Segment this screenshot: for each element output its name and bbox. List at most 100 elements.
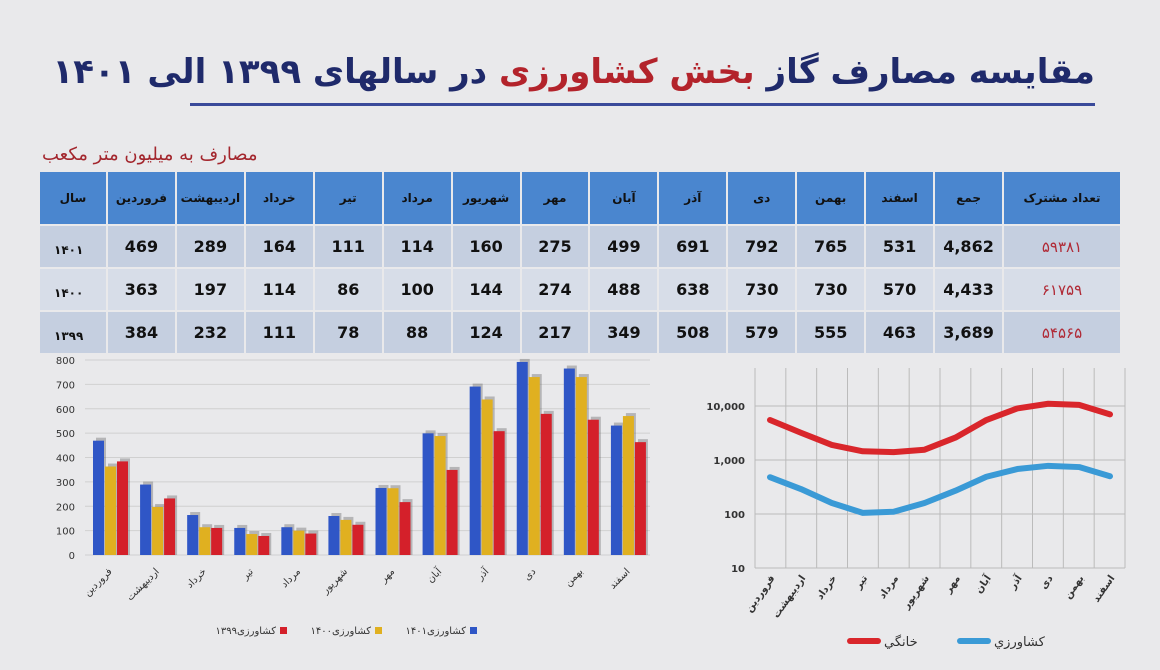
column-header: مرداد [383,172,451,224]
slide-title: مقایسه مصارف گاز بخش کشاورزی در سالهای ۱… [53,52,1095,92]
y-tick-label: 600 [56,405,75,416]
year-cell: ۱۴۰۰ [40,269,106,310]
title-highlight: بخش کشاورزی [498,52,755,92]
value-cell: 100 [383,269,451,310]
y-tick-label: 300 [56,478,75,489]
column-header: بهمن [797,172,865,224]
title-part: در سالهای ۱۳۹۹ الی ۱۴۰۱ [52,52,499,92]
bar [281,527,293,555]
value-cell: 289 [176,226,244,267]
bar [399,502,411,555]
value-cell: 349 [590,312,658,353]
bar [528,377,540,555]
bar [610,425,622,555]
legend-swatch [470,627,477,634]
x-tick-label: آذر [473,564,492,583]
bar [340,519,352,555]
column-header: اردیبهشت [176,172,244,224]
bar [622,416,634,555]
value-cell: 488 [590,269,658,310]
y-tick-label: 500 [56,429,75,440]
bar [575,377,587,555]
column-header: دی [728,172,796,224]
y-tick-label: 100 [56,527,75,538]
bar [105,466,116,555]
bar [540,413,552,555]
bar [117,461,128,555]
bar [328,516,340,555]
x-tick-label: فروردین [744,573,777,614]
value-cell: 570 [866,269,934,310]
y-tick-label: 10 [731,564,745,575]
value-cell: 765 [797,226,865,267]
y-tick-label: 100 [724,510,745,521]
x-tick-label: آذر [1005,572,1025,592]
bar [481,399,493,555]
bar [493,431,505,555]
column-header: تیر [314,172,382,224]
bar [352,524,364,555]
value-cell: 363 [108,269,175,310]
value-cell: 88 [383,312,451,353]
bar [211,527,223,555]
bar [516,361,528,555]
y-tick-label: 1,000 [713,456,745,467]
column-header: فروردین [108,172,175,224]
bar [422,433,434,555]
y-tick-label: 700 [56,380,75,391]
value-cell: 274 [521,269,589,310]
bar [152,506,164,555]
x-tick-label: بهمن [1063,573,1087,601]
bar [634,442,646,555]
value-cell: 730 [728,269,796,310]
column-header: مهر [521,172,589,224]
value-cell: 792 [728,226,796,267]
legend-label: كشاورزي [994,635,1046,650]
bar [164,498,176,555]
x-tick-label: اردیبهشت [125,566,162,603]
column-header: اسفند [866,172,934,224]
x-tick-label: فروردین [82,566,115,599]
x-tick-label: دی [1038,573,1055,591]
x-tick-label: اسفند [607,566,632,591]
value-cell: 114 [245,269,313,310]
y-tick-label: 800 [56,356,75,367]
title-underline [190,103,1095,106]
value-cell: 384 [108,312,175,353]
legend-swatch [375,627,382,634]
bar [293,530,305,555]
y-tick-label: 400 [56,454,75,465]
bar [234,527,246,555]
unit-label: مصارف به میلیون متر مکعب [42,144,258,165]
value-cell: 197 [176,269,244,310]
x-tick-label: مرداد [877,573,901,601]
x-tick-label: مهر [378,566,397,585]
value-cell: 144 [452,269,520,310]
x-tick-label: اسفند [1091,573,1117,604]
x-tick-label: بهمن [563,566,585,588]
legend-swatch [280,627,287,634]
value-cell: 4,862 [935,226,1002,267]
value-cell: 638 [659,269,727,310]
year-cell: ۱۳۹۹ [40,312,106,353]
bar [93,440,104,555]
x-tick-label: تیر [239,566,256,583]
column-header: سال [40,172,106,224]
column-header: شهریور [452,172,520,224]
bar [375,487,387,555]
bar [305,533,317,555]
line-series [767,400,1113,456]
bar [187,515,199,555]
legend-label: کشاورزی۱۴۰۱ [405,626,466,637]
line-series [767,462,1113,516]
value-cell: 691 [659,226,727,267]
legend-label: کشاورزی۱۳۹۹ [215,626,276,637]
value-cell: 114 [383,226,451,267]
x-tick-label: تیر [853,573,871,592]
value-cell: 160 [452,226,520,267]
bar [199,527,211,555]
value-cell: 275 [521,226,589,267]
value-cell: 86 [314,269,382,310]
customer-count-cell: ۶۱۷۵۹ [1004,269,1120,310]
table-row: ۱۴۰۱ 469 289 164 111 114 160 275 499 691 792 765 531… [40,226,1120,267]
